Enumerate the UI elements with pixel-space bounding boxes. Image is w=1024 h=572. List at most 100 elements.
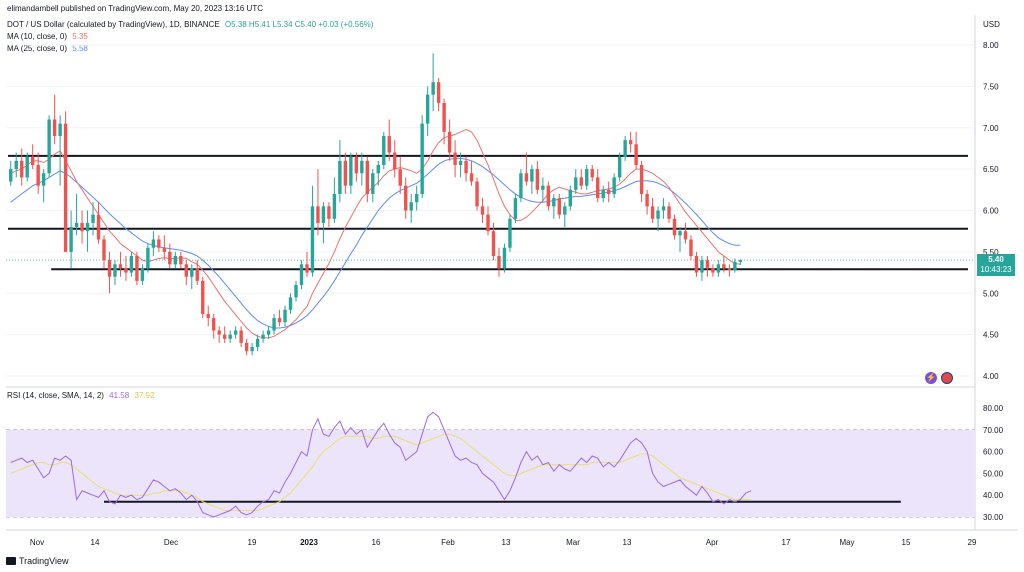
lightning-icon[interactable]: ⚡ <box>925 372 937 384</box>
bar-countdown: 10:43:23 <box>980 265 1012 274</box>
candle-body <box>387 136 391 153</box>
candle-body <box>371 173 375 194</box>
candle-body <box>436 82 441 103</box>
rsi-tick-label: 60.00 <box>983 448 1004 457</box>
candle-body <box>705 260 710 269</box>
candle-body <box>91 214 95 223</box>
candle-body <box>404 185 408 211</box>
rsi-tick-label: 80.00 <box>983 404 1004 413</box>
ohlc-readout: O5.38 H5.41 L5.34 C5.40 +0.03 (+0.56%) <box>224 20 374 29</box>
candle-body <box>74 222 79 228</box>
time-tick-label: 17 <box>782 538 791 547</box>
candle-body <box>305 264 309 273</box>
candle-body <box>47 119 51 174</box>
last-price-value: 5.40 <box>988 255 1004 264</box>
candle-body <box>414 193 419 203</box>
candle-body <box>563 206 567 215</box>
candle-body <box>365 160 370 194</box>
candle-body <box>431 82 435 95</box>
candle-body <box>606 189 611 194</box>
flag-icon[interactable] <box>941 372 953 384</box>
candle-body <box>480 206 485 215</box>
candle-body <box>118 264 123 269</box>
price-tick-label: 7.50 <box>983 82 999 91</box>
candle-body <box>294 284 298 298</box>
candle-body <box>96 214 101 240</box>
candle-body <box>585 169 589 186</box>
candle-body <box>453 152 457 165</box>
candle-body <box>173 256 178 265</box>
candle-body <box>623 140 627 157</box>
ma25-legend: MA (25, close, 0) 5.58 <box>7 44 91 53</box>
candle-body <box>239 330 243 343</box>
price-tick-label: 6.50 <box>983 165 999 174</box>
rsi-ma-value: 37.92 <box>134 391 155 400</box>
candle-body <box>277 318 282 323</box>
candle-body <box>124 268 128 273</box>
price-tick-label: 5.00 <box>983 289 999 298</box>
candle-body <box>25 156 29 178</box>
candle-body <box>661 206 666 211</box>
symbol-line: DOT / US Dollar (calculated by TradingVi… <box>7 20 376 29</box>
candle-body <box>327 206 331 219</box>
candle-body <box>733 261 737 271</box>
candle-body <box>502 247 507 269</box>
candle-body <box>601 189 605 199</box>
candle-body <box>228 334 232 339</box>
candle-body <box>36 164 40 186</box>
candle-body <box>63 123 68 252</box>
rsi-ma-line <box>10 433 752 511</box>
time-tick-label: 19 <box>248 538 257 547</box>
candle-body <box>135 256 139 281</box>
candle-body <box>672 218 677 236</box>
candle-body <box>574 177 578 190</box>
candle-body <box>546 185 551 207</box>
candle-body <box>217 330 221 335</box>
time-tick-label: 16 <box>372 538 381 547</box>
candle-body <box>349 156 353 186</box>
candle-body <box>694 256 699 273</box>
time-tick-label: 13 <box>623 538 632 547</box>
candle-body <box>486 214 490 232</box>
last-price-badge: 5.40 10:43:23 <box>977 254 1015 276</box>
currency-label: USD <box>983 20 1000 29</box>
time-tick-label: 29 <box>968 538 977 547</box>
candle-body <box>513 198 518 219</box>
ma10-value: 5.35 <box>72 32 88 41</box>
candle-body <box>140 268 145 281</box>
candle-body <box>398 169 402 186</box>
candle-body <box>683 231 688 240</box>
candle-body <box>272 318 276 331</box>
candle-body <box>376 164 380 174</box>
rsi-value: 41.58 <box>109 391 130 400</box>
candle-body <box>168 251 172 265</box>
candle-body <box>184 264 188 277</box>
candle-body <box>497 256 501 269</box>
candle-body <box>557 198 562 215</box>
candle-body <box>113 264 117 277</box>
candle-body <box>321 206 326 223</box>
candle-body <box>299 264 304 285</box>
publisher-line: elimandambell published on TradingView.c… <box>7 4 263 13</box>
candle-body <box>58 123 62 137</box>
candle-body <box>195 268 199 281</box>
candle-body <box>634 144 638 165</box>
time-tick-label: 13 <box>502 538 511 547</box>
candle-body <box>20 160 24 178</box>
candle-body <box>689 239 693 257</box>
rsi-tick-label: 30.00 <box>983 513 1004 522</box>
time-tick-label: Apr <box>706 538 719 547</box>
candle-body <box>14 160 18 170</box>
candle-body <box>656 210 660 219</box>
candle-body <box>420 123 424 194</box>
candle-body <box>190 268 194 277</box>
candle-body <box>261 334 265 339</box>
candle-body <box>667 206 671 219</box>
candle-body <box>102 239 106 261</box>
candle-body <box>716 264 721 273</box>
candle-body <box>283 309 287 323</box>
candle-body <box>266 330 271 335</box>
ma25-line <box>10 157 741 329</box>
rsi-tick-label: 50.00 <box>983 469 1004 478</box>
